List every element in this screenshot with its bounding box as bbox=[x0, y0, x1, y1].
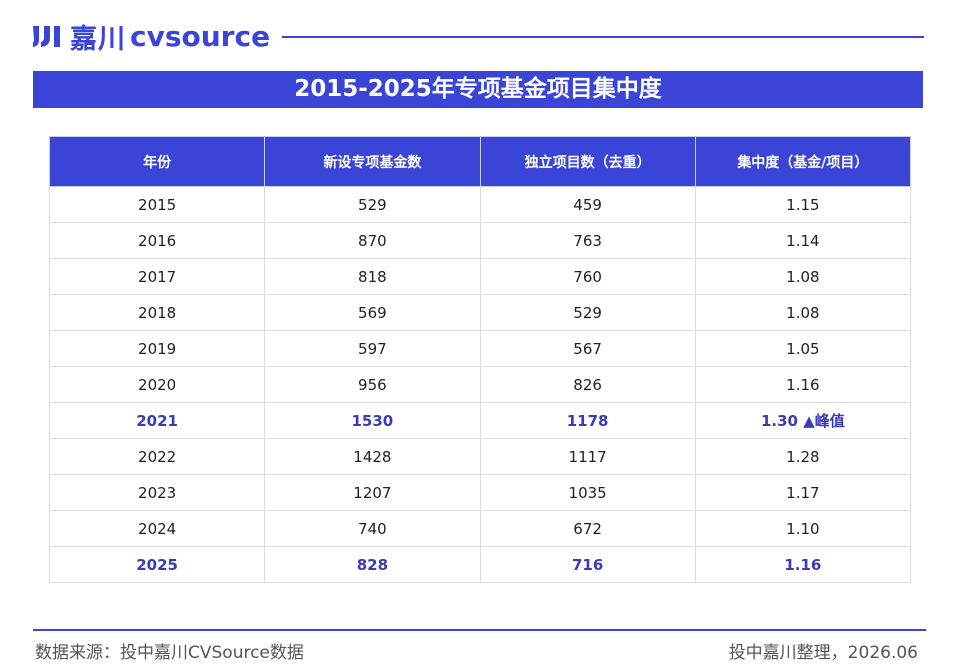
table-cell: 459 bbox=[479, 186, 696, 223]
table-row: 2022 1428 1117 1.28 bbox=[48, 438, 912, 475]
table-cell: 1.08 bbox=[694, 294, 912, 331]
table-cell: 2020 bbox=[48, 366, 266, 403]
table-row: 2020 956 826 1.16 bbox=[48, 366, 912, 403]
data-table: 年份 新设专项基金数 独立项目数（去重） 集中度（基金/项目） 2015 529 459 1… bbox=[48, 136, 912, 583]
table-cell: 1.05 bbox=[694, 330, 912, 367]
table-row: 2019 597 567 1.05 bbox=[48, 330, 912, 367]
logo: 嘉川 cvsource bbox=[30, 16, 270, 56]
table-cell: 2025 bbox=[48, 546, 266, 583]
table-cell: 569 bbox=[264, 294, 481, 331]
table-row: 2015 529 459 1.15 bbox=[48, 186, 912, 223]
table-cell: 1.16 bbox=[694, 366, 912, 403]
table-cell: 597 bbox=[264, 330, 481, 367]
table-cell: 529 bbox=[264, 186, 481, 223]
table-cell: 1.15 bbox=[694, 186, 912, 223]
table-cell: 1.08 bbox=[694, 258, 912, 295]
table-cell: 1.30 ▲峰值 bbox=[694, 402, 912, 439]
table-cell: 529 bbox=[479, 294, 696, 331]
table-cell: 763 bbox=[479, 222, 696, 259]
table-cell: 760 bbox=[479, 258, 696, 295]
table-cell: 828 bbox=[264, 546, 481, 583]
table-cell: 2017 bbox=[48, 258, 266, 295]
logo-icon bbox=[33, 26, 60, 47]
column-header: 独立项目数（去重） bbox=[479, 136, 696, 187]
table-cell: 1207 bbox=[264, 474, 481, 511]
logo-cn: 嘉川 bbox=[70, 23, 126, 55]
title: 2015-2025年专项基金项目集中度 bbox=[33, 71, 923, 108]
column-header: 年份 bbox=[48, 136, 266, 187]
table-cell: 956 bbox=[264, 366, 481, 403]
table-cell: 740 bbox=[264, 510, 481, 547]
table-cell: 716 bbox=[479, 546, 696, 583]
table-cell: 1.14 bbox=[694, 222, 912, 259]
table-cell: 2015 bbox=[48, 186, 266, 223]
table-cell: 2016 bbox=[48, 222, 266, 259]
table-cell: 2019 bbox=[48, 330, 266, 367]
table-cell: 1.28 bbox=[694, 438, 912, 475]
table-cell: 870 bbox=[264, 222, 481, 259]
table-row: 2021 1530 1178 1.30 ▲峰值 bbox=[48, 402, 912, 439]
table-cell: 1.17 bbox=[694, 474, 912, 511]
table-body: 2015 529 459 1.15 2016 870 763 1.14 2017 818 760 1.… bbox=[48, 186, 912, 583]
source: 数据来源：投中嘉川CVSource数据 bbox=[35, 643, 304, 663]
column-header: 集中度（基金/项目） bbox=[694, 136, 912, 187]
table-cell: 2024 bbox=[48, 510, 266, 547]
table-row: 2018 569 529 1.08 bbox=[48, 294, 912, 331]
table-row: 2025 828 716 1.16 bbox=[48, 546, 912, 583]
table-cell: 2023 bbox=[48, 474, 266, 511]
table-cell: 2021 bbox=[48, 402, 266, 439]
table-cell: 1117 bbox=[479, 438, 696, 475]
logo-en: cvsource bbox=[130, 19, 271, 53]
table-cell: 1.16 bbox=[694, 546, 912, 583]
table-cell: 1.10 bbox=[694, 510, 912, 547]
table-cell: 1530 bbox=[264, 402, 481, 439]
note: 投中嘉川整理，2026.06 bbox=[728, 643, 918, 663]
table-cell: 2018 bbox=[48, 294, 266, 331]
table-row: 2024 740 672 1.10 bbox=[48, 510, 912, 547]
column-header: 新设专项基金数 bbox=[264, 136, 481, 187]
table-row: 2017 818 760 1.08 bbox=[48, 258, 912, 295]
table-cell: 818 bbox=[264, 258, 481, 295]
table-cell: 826 bbox=[479, 366, 696, 403]
table-cell: 567 bbox=[479, 330, 696, 367]
table-cell: 2022 bbox=[48, 438, 266, 475]
header-row: 年份 新设专项基金数 独立项目数（去重） 集中度（基金/项目） bbox=[48, 136, 912, 187]
table-row: 2023 1207 1035 1.17 bbox=[48, 474, 912, 511]
table-cell: 672 bbox=[479, 510, 696, 547]
table-cell: 1035 bbox=[479, 474, 696, 511]
header-rule bbox=[282, 36, 924, 38]
table-cell: 1428 bbox=[264, 438, 481, 475]
table-row: 2016 870 763 1.14 bbox=[48, 222, 912, 259]
footer-rule bbox=[33, 629, 926, 631]
table-cell: 1178 bbox=[479, 402, 696, 439]
